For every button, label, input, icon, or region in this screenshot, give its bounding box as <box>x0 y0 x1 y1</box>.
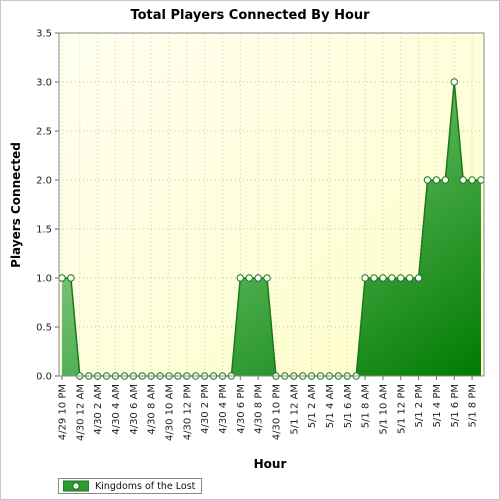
x-tick-label: 4/30 2 AM <box>93 384 104 435</box>
data-point <box>441 176 450 184</box>
data-point <box>370 274 378 282</box>
x-tick-label: 5/1 4 PM <box>432 384 443 427</box>
y-tick-label: 0.5 <box>36 323 52 334</box>
series-area <box>62 82 481 376</box>
data-point <box>254 274 262 282</box>
x-tick-label: 4/30 12 PM <box>182 384 193 440</box>
data-point <box>405 274 414 282</box>
data-point <box>477 176 485 184</box>
x-tick-label: 4/29 10 PM <box>58 384 69 440</box>
data-point <box>58 274 66 282</box>
x-tick-label: 5/1 12 AM <box>289 384 300 435</box>
data-point <box>450 78 458 86</box>
x-tick-label: 4/30 4 AM <box>111 384 122 435</box>
data-point <box>397 274 405 282</box>
data-point <box>423 176 432 184</box>
x-tick-label: 5/1 6 PM <box>450 384 461 427</box>
x-tick-label: 5/1 6 AM <box>343 384 354 428</box>
chart-title: Total Players Connected By Hour <box>130 8 370 23</box>
data-point <box>432 176 441 184</box>
plot-border <box>58 32 485 377</box>
legend-label: Kingdoms of the Lost <box>95 480 196 492</box>
y-tick-label: 3.0 <box>36 78 52 89</box>
data-point <box>67 274 75 282</box>
x-tick-label: 4/30 10 AM <box>164 384 175 441</box>
x-tick-label: 5/1 12 PM <box>396 384 407 434</box>
y-tick-label: 3.5 <box>36 29 52 40</box>
y-tick-label: 2.5 <box>36 127 52 138</box>
data-point <box>361 274 369 282</box>
x-tick-label: 4/30 6 PM <box>236 384 247 434</box>
data-point <box>468 176 476 184</box>
data-point <box>414 274 423 282</box>
y-tick-label: 0.0 <box>36 372 52 383</box>
data-point <box>459 176 467 184</box>
x-tick-label: 4/30 10 PM <box>271 384 282 440</box>
data-point <box>388 274 396 282</box>
legend-swatch <box>63 480 89 492</box>
x-tick-label: 5/1 2 AM <box>307 384 318 428</box>
x-tick-label: 5/1 8 AM <box>361 384 372 428</box>
y-tick-label: 1.5 <box>36 225 52 236</box>
legend: Kingdoms of the Lost <box>58 478 203 494</box>
x-tick-label: 4/30 4 PM <box>218 384 229 434</box>
data-point <box>379 274 387 282</box>
data-point <box>236 274 244 282</box>
x-tick-label: 5/1 4 AM <box>325 384 336 428</box>
x-tick-label: 5/1 8 PM <box>468 384 479 427</box>
data-point <box>245 274 253 282</box>
data-point <box>263 274 271 282</box>
y-tick-label: 1.0 <box>36 274 52 285</box>
x-axis-label: Hour <box>253 457 287 471</box>
x-tick-label: 4/30 8 PM <box>254 384 265 434</box>
x-tick-label: 5/1 2 PM <box>414 384 425 427</box>
x-tick-label: 4/30 8 AM <box>147 384 158 435</box>
x-tick-label: 5/1 10 AM <box>378 384 389 435</box>
x-tick-label: 4/30 6 AM <box>129 384 140 435</box>
x-tick-label: 4/30 2 PM <box>200 384 211 434</box>
x-tick-label: 4/30 12 AM <box>75 384 86 441</box>
y-tick-label: 2.0 <box>36 176 52 187</box>
